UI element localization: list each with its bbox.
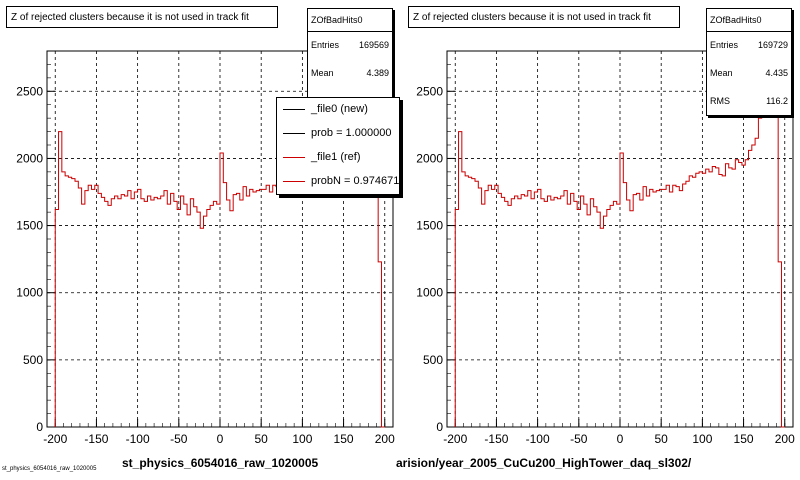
left-x-tick-label: 50 [255,432,269,446]
left-stats-mean-row: Mean 4.389 [308,60,392,88]
left-y-tick-label: 1500 [16,219,43,233]
legend-entry-probn: probN = 0.974671 [277,172,400,192]
right-histogram-series-0 [454,37,785,428]
left-stats-mean-label: Mean [311,68,334,78]
right-y-tick-label: 500 [423,353,443,367]
legend-swatch-prob [283,133,305,134]
right-stats-entries-row: Entries 169729 [707,32,791,60]
left-x-tick-label: -200 [43,432,67,446]
right-stats-rms-row: RMS 116.2 [707,88,791,116]
right-histogram-panel: -200 -150 -100 -50 0 50 100 150 200 0 500 1000 1500 2… [396,0,800,480]
left-y-tick-label: 1000 [16,286,43,300]
legend-label-file1: _file1 (ref) [311,151,361,163]
legend-swatch-file0 [283,109,305,110]
left-y-tick-label: 0 [36,420,43,434]
right-x-tick-label: -150 [484,432,508,446]
left-x-tick-label: 100 [292,432,312,446]
left-x-tick-label: 150 [334,432,354,446]
right-stats-rms-value: 116.2 [766,96,788,106]
right-x-tick-label: 50 [655,432,669,446]
left-stats-entries-label: Entries [311,40,340,50]
left-y-tick-label: 2000 [16,151,43,165]
right-y-tick-label: 0 [436,420,443,434]
left-x-axis-label: st_physics_6054016_raw_1020005 [122,456,319,470]
legend-label-file0: _file0 (new) [311,103,368,115]
legend-label-probn: probN = 0.974671 [311,175,400,187]
right-x-tick-label: -100 [526,432,550,446]
right-stats-name: ZOfBadHits0 [707,9,791,32]
right-x-tick-label: -50 [570,432,588,446]
left-y-tick-label: 2500 [16,84,43,98]
left-legend: _file0 (new) prob = 1.000000 _file1 (ref… [276,97,400,195]
left-stats-entries-value: 169569 [358,40,389,50]
left-stats-box: ZOfBadHits0 Entries 169569 Mean 4.389 [307,8,393,106]
right-x-tick-label: 0 [617,432,624,446]
right-stats-entries-value: 169729 [757,40,788,50]
legend-entry-prob: prob = 1.000000 [277,124,399,144]
right-stats-mean-label: Mean [710,68,733,78]
left-x-tick-label: 200 [375,432,395,446]
right-stats-mean-value: 4.435 [765,68,788,78]
legend-entry-file0: _file0 (new) [277,100,399,120]
right-x-tick-label: 100 [692,432,712,446]
right-x-tick-label: -200 [443,432,467,446]
legend-label-prob: prob = 1.000000 [311,127,392,139]
right-x-axis-label: arision/year_2005_CuCu200_HighTower_daq_… [396,456,692,470]
left-stats-name: ZOfBadHits0 [308,9,392,32]
left-stats-entries-row: Entries 169569 [308,32,392,60]
right-stats-rms-label: RMS [710,96,730,106]
left-histogram-panel: -200 -150 -100 -50 0 50 100 150 200 0 500 1000 1500 2… [2,6,400,472]
right-x-tick-label: 200 [775,432,795,446]
right-y-tick-label: 2500 [416,84,443,98]
legend-swatch-file1 [283,157,305,158]
left-stats-mean-value: 4.389 [366,68,389,78]
legend-entry-file1: _file1 (ref) [277,148,399,168]
right-stats-entries-label: Entries [710,40,739,50]
right-y-tick-label: 1000 [416,286,443,300]
left-x-tick-label: -100 [126,432,150,446]
right-y-tick-label: 2000 [416,151,443,165]
right-y-tick-label: 1500 [416,219,443,233]
left-histogram-title: Z of rejected clusters because it is not… [6,6,278,28]
left-x-tick-label: 0 [217,432,224,446]
right-x-tick-label: 150 [734,432,754,446]
left-footer-note: st_physics_6054016_raw_1020005 [2,466,97,472]
right-histogram-title: Z of rejected clusters because it is not… [408,6,680,28]
left-x-tick-label: -150 [84,432,108,446]
right-stats-box: ZOfBadHits0 Entries 169729 Mean 4.435 RM… [706,8,792,116]
left-x-tick-label: -50 [170,432,188,446]
right-stats-mean-row: Mean 4.435 [707,60,791,88]
legend-swatch-probn [283,181,305,182]
left-y-tick-label: 500 [23,353,43,367]
